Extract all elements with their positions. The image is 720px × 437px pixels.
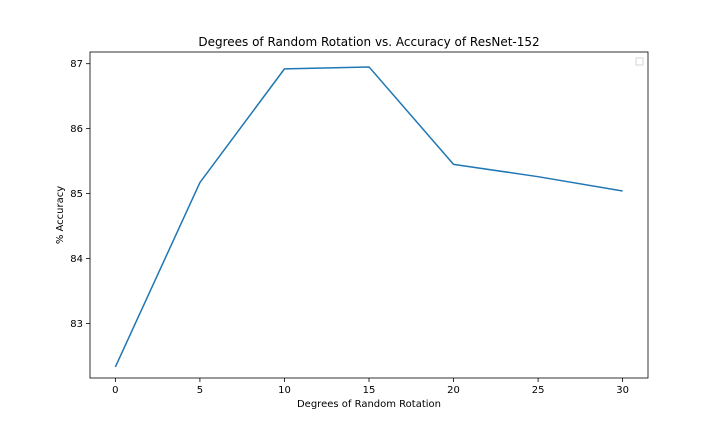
x-tick-label: 30 bbox=[616, 385, 629, 396]
y-tick-label: 84 bbox=[70, 254, 83, 265]
x-tick-label: 25 bbox=[532, 385, 545, 396]
chart-title: Degrees of Random Rotation vs. Accuracy … bbox=[198, 35, 539, 49]
x-tick-label: 20 bbox=[447, 385, 460, 396]
x-tick-label: 10 bbox=[278, 385, 291, 396]
y-tick-label: 83 bbox=[70, 319, 83, 330]
x-axis-label: Degrees of Random Rotation bbox=[297, 399, 441, 410]
y-axis: 83 84 85 86 87 bbox=[70, 59, 90, 330]
y-axis-label: % Accuracy bbox=[55, 186, 66, 244]
x-tick-label: 5 bbox=[197, 385, 203, 396]
plot-area bbox=[89, 51, 649, 379]
x-tick-label: 15 bbox=[363, 385, 376, 396]
y-tick-label: 87 bbox=[70, 59, 83, 70]
series-layer bbox=[114, 66, 623, 368]
x-tick-label: 0 bbox=[112, 385, 118, 396]
y-tick-label: 86 bbox=[70, 124, 83, 135]
y-tick-label: 85 bbox=[70, 189, 83, 200]
legend-box bbox=[635, 57, 644, 66]
x-axis: 0 5 10 15 20 25 30 bbox=[112, 378, 629, 396]
series-line-0 bbox=[114, 66, 623, 368]
